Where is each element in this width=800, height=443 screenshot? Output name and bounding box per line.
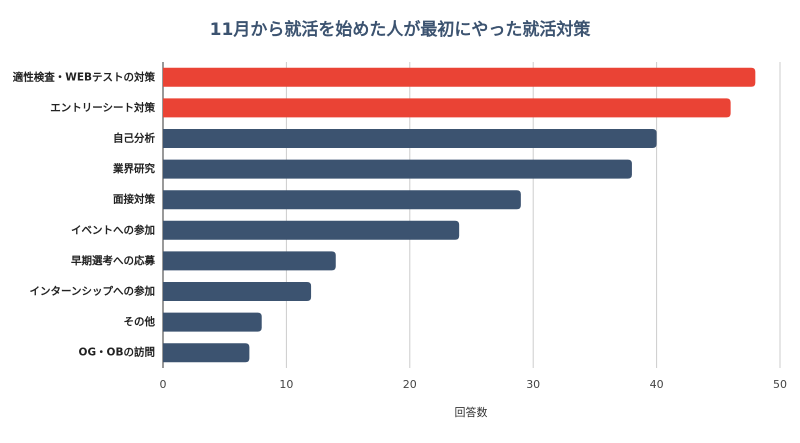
y-tick-label: インターンシップへの参加 xyxy=(30,285,155,298)
bar xyxy=(163,67,756,87)
x-tick-label: 20 xyxy=(403,378,417,391)
bar xyxy=(163,159,632,179)
y-tick-label: その他 xyxy=(124,315,156,328)
bar xyxy=(163,98,731,118)
y-tick-label: 早期選考への応募 xyxy=(71,254,155,267)
y-tick-label: エントリーシート対策 xyxy=(50,101,155,114)
bar xyxy=(163,220,460,240)
x-tick-label: 40 xyxy=(650,378,664,391)
x-tick-label: 30 xyxy=(526,378,540,391)
x-tick-label: 50 xyxy=(773,378,787,391)
y-tick-label: 自己分析 xyxy=(113,132,155,145)
x-tick-label: 0 xyxy=(160,378,167,391)
y-tick-label: 面接対策 xyxy=(113,193,155,206)
x-axis-label: 回答数 xyxy=(455,405,488,419)
bar xyxy=(163,251,336,271)
bar xyxy=(163,312,262,332)
x-tick-label: 10 xyxy=(279,378,293,391)
bar xyxy=(163,343,250,363)
chart-title: 11月から就活を始めた人が最初にやった就活対策 xyxy=(210,19,592,40)
y-tick-label: 業界研究 xyxy=(112,162,155,175)
y-tick-label: OG・OBの訪問 xyxy=(79,346,155,359)
bar xyxy=(163,282,312,301)
bar xyxy=(163,190,521,210)
y-tick-label: イベントへの参加 xyxy=(71,223,155,236)
bar xyxy=(163,129,657,148)
y-tick-label: 適性検査・WEBテストの対策 xyxy=(13,70,156,83)
